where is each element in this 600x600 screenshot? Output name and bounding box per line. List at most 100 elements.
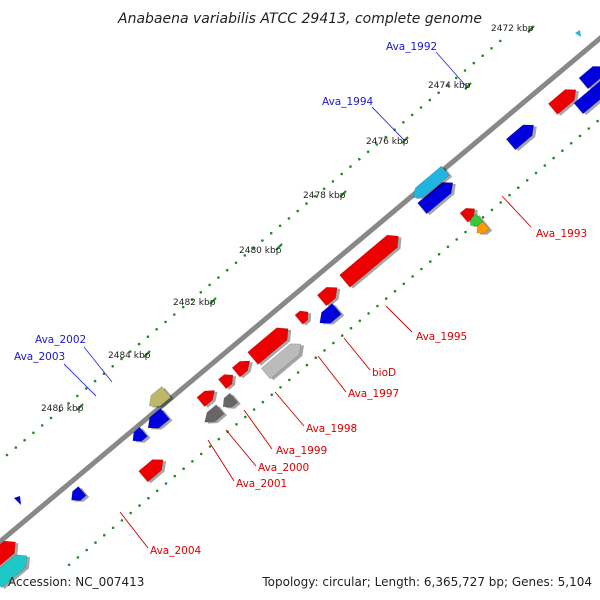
scale-dot: [454, 76, 458, 80]
tick-label-2474: 2474 kbp: [428, 81, 471, 91]
scale-dot: [199, 452, 203, 456]
scale-dot: [323, 349, 326, 352]
gene-label-ava-2004[interactable]: Ava_2004: [150, 545, 202, 557]
scale-dot: [199, 291, 203, 294]
scale-dot: [411, 275, 414, 278]
scale-dot: [314, 194, 317, 198]
scale-dot: [517, 186, 520, 189]
scale-dot: [244, 415, 247, 419]
scale-dot: [578, 134, 582, 138]
scale-dot: [173, 313, 176, 316]
gene-body: [71, 486, 87, 501]
scale-dot: [270, 393, 274, 397]
scale-dot: [234, 261, 238, 265]
scale-dot: [67, 402, 70, 405]
gene-arrow-ava-2003b: [132, 426, 151, 443]
scale-dot: [340, 334, 344, 337]
gene-body: [294, 310, 309, 325]
gene-label-ava-1993[interactable]: Ava_1993: [536, 228, 587, 240]
tick-label-2480: 2480 kbp: [239, 246, 282, 256]
scale-dot: [146, 335, 150, 339]
scale-dot: [490, 208, 494, 212]
scale-dot: [261, 239, 264, 242]
scale-dot: [367, 312, 370, 315]
gene-arrow-ava-1995b: [316, 286, 341, 308]
gene-arrow-ava-2004: [138, 459, 167, 484]
gene-label-ava-1999[interactable]: Ava_1999: [276, 445, 327, 457]
gene-body: [316, 286, 338, 307]
marker-blue: [14, 496, 21, 505]
scale-dot: [349, 165, 352, 168]
tick-mark: [527, 25, 535, 33]
gene-arrow-ava-1997b: [247, 327, 292, 366]
scale-dot: [464, 230, 467, 234]
scale-dot: [40, 424, 44, 427]
scale-dot: [93, 379, 97, 383]
gene-arrow-ava-1993-c: [476, 221, 493, 235]
tick-mark: [143, 350, 151, 358]
scale-dot: [138, 504, 141, 507]
scale-dot: [23, 438, 26, 442]
scale-dot: [499, 39, 502, 43]
gene-body: [148, 386, 172, 407]
accession-text: Accession: NC_007413: [8, 575, 144, 589]
tick-mark: [76, 403, 84, 411]
gene-label-ava-1995[interactable]: Ava_1995: [416, 331, 467, 343]
gene-label-ava-1997[interactable]: Ava_1997: [348, 388, 399, 400]
scale-dot: [446, 84, 449, 87]
scale-dot: [14, 446, 18, 449]
gene-body: [222, 392, 239, 408]
scale-dot: [366, 150, 370, 154]
scale-dot: [111, 526, 115, 530]
scale-dot: [261, 400, 265, 404]
gene-body: [573, 80, 600, 115]
scale-dot: [129, 350, 132, 353]
scale-dot: [375, 143, 379, 146]
scale-dot: [190, 298, 194, 302]
scale-dot: [402, 282, 406, 286]
scale-dot: [217, 276, 220, 279]
tick-mark: [275, 243, 283, 251]
scale-dot: [322, 187, 326, 191]
scale-dot: [278, 224, 282, 228]
gene-arrow-ava-2000: [217, 374, 236, 390]
scale-dot: [94, 541, 97, 544]
gene-arrow-ava-2000b: [222, 392, 241, 409]
scale-dot: [596, 119, 599, 123]
gene-label-ava-1994[interactable]: Ava_1994: [322, 96, 374, 108]
scale-dot: [252, 408, 256, 411]
gene-label-ava-1998[interactable]: Ava_1998: [306, 423, 357, 435]
gene-arrow-ava-2003: [147, 407, 173, 430]
gene-label-ava-2002[interactable]: Ava_2002: [35, 334, 86, 346]
gene-label-ava-1992[interactable]: Ava_1992: [386, 41, 437, 53]
tick-label-2478: 2478 kbp: [303, 191, 346, 201]
scale-dot: [182, 467, 185, 471]
callout-line: [243, 409, 273, 450]
scale-dot: [358, 157, 361, 161]
gene-label-ava-2001[interactable]: Ava_2001: [236, 478, 287, 490]
map-title: Anabaena variabilis ATCC 29413, complete…: [117, 11, 482, 27]
gene-features: [0, 30, 600, 589]
scale-dot: [455, 238, 459, 241]
gene-label-biod[interactable]: bioD: [372, 367, 396, 379]
scale-dots: [5, 39, 599, 567]
gene-body: [417, 182, 454, 215]
scale-dot: [481, 54, 485, 57]
callout-line: [119, 511, 149, 549]
gene-arrow-blue-right: [573, 80, 600, 116]
gene-label-ava-2003[interactable]: Ava_2003: [14, 351, 65, 363]
scale-dot: [437, 91, 440, 94]
scale-dot: [120, 519, 124, 522]
gene-arrow-ava-2002: [148, 386, 174, 408]
callout-line: [63, 363, 97, 397]
callout-line: [207, 439, 235, 482]
gene-arrow-ava-2001b: [204, 404, 227, 424]
gene-body: [260, 343, 302, 380]
gene-arrow-ava-1994: [417, 182, 456, 216]
scale-dot: [446, 245, 450, 249]
scale-dot: [314, 356, 318, 360]
gene-body: [196, 390, 215, 408]
gene-label-ava-2000[interactable]: Ava_2000: [258, 462, 309, 474]
scale-dot: [437, 252, 441, 256]
scale-dot: [76, 394, 79, 398]
